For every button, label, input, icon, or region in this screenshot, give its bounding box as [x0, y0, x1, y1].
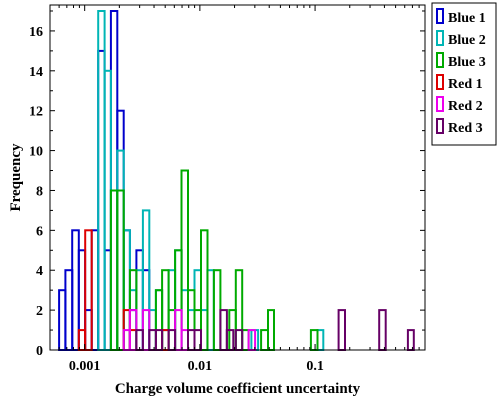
histogram-bar — [260, 329, 270, 352]
x-tick-label: 0.1 — [306, 359, 324, 374]
legend-swatch — [436, 118, 444, 134]
legend-swatch — [436, 96, 444, 112]
histogram-bar — [337, 309, 347, 352]
legend-label: Blue 3 — [448, 55, 486, 70]
y-tick-label: 14 — [29, 65, 43, 80]
y-axis-label: Frequency — [8, 143, 24, 212]
histogram-bars — [58, 10, 415, 352]
legend-item: Blue 1 — [436, 8, 486, 26]
legend-label: Red 3 — [448, 121, 483, 136]
histogram-bar — [154, 329, 164, 352]
legend-item: Red 2 — [436, 96, 483, 114]
y-tick-label: 16 — [29, 25, 43, 40]
legend-item: Red 3 — [436, 118, 483, 136]
legend-label: Blue 2 — [448, 33, 486, 48]
histogram-bar — [378, 309, 387, 352]
legend-item: Blue 3 — [436, 52, 486, 70]
histogram-bar — [84, 229, 93, 351]
histogram-bar — [267, 309, 275, 352]
legend: Blue 1 Blue 2 Blue 3 Red 1 Red 2 Red 3 — [431, 2, 497, 146]
legend-label: Red 2 — [448, 99, 483, 114]
histogram-bar — [309, 329, 319, 352]
plot-frame — [49, 4, 426, 351]
series-blue-2 — [97, 10, 325, 352]
y-tick-label: 10 — [29, 145, 43, 160]
x-tick-label: 0.001 — [69, 359, 101, 374]
legend-swatch — [436, 8, 444, 24]
legend-label: Blue 1 — [448, 11, 486, 26]
legend-swatch — [436, 52, 444, 68]
y-tick-label: 6 — [36, 224, 43, 239]
x-axis-label: Charge volume coefficient uncertainty — [115, 381, 361, 397]
y-tick-label: 0 — [36, 344, 43, 359]
y-tick-label: 8 — [36, 184, 43, 199]
series-blue-3 — [109, 169, 319, 352]
y-tick-label: 2 — [36, 304, 43, 319]
legend-label: Red 1 — [448, 77, 483, 92]
legend-swatch — [436, 30, 444, 46]
y-axis-ticks: 0 2 4 6 8 10 12 14 16 — [29, 10, 425, 359]
legend-item: Blue 2 — [436, 30, 486, 48]
y-tick-label: 12 — [29, 105, 43, 120]
x-axis-ticks: 0.001 0.01 0.1 — [49, 5, 426, 374]
x-tick-label: 0.01 — [188, 359, 213, 374]
y-tick-label: 4 — [36, 264, 43, 279]
histogram-bar — [234, 329, 244, 352]
legend-swatch — [436, 74, 444, 90]
series-red-3 — [135, 309, 415, 352]
legend-item: Red 1 — [436, 74, 483, 92]
